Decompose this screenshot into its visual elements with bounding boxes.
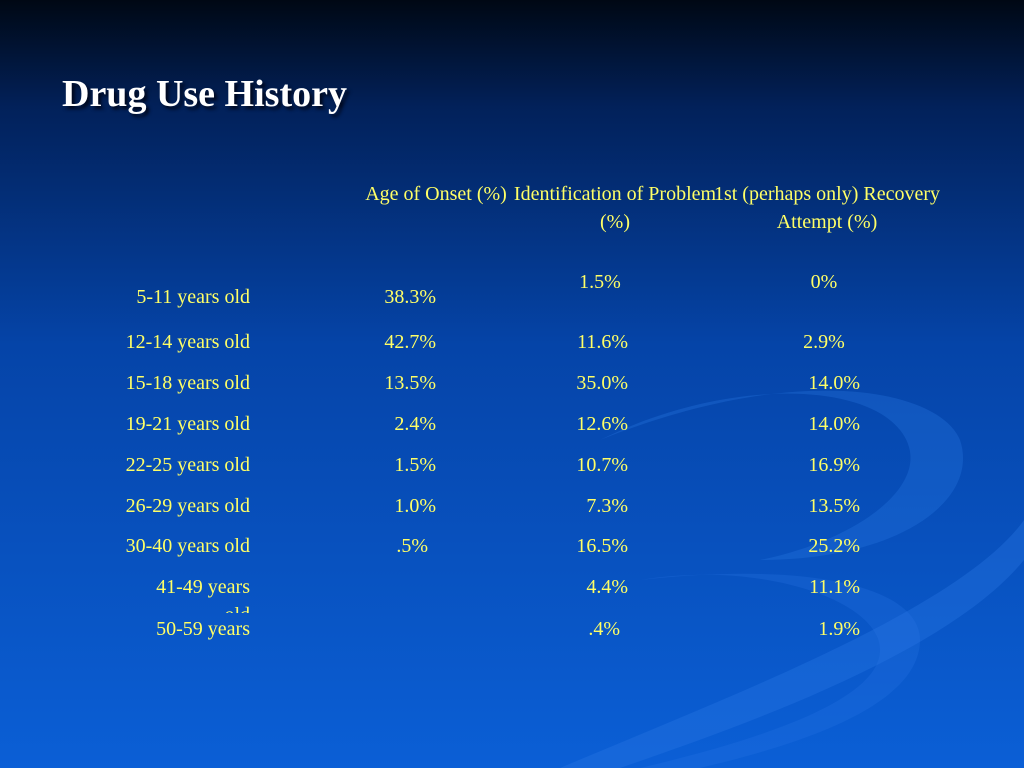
- identification-value: 10.7%: [576, 454, 628, 476]
- onset-value: 1.0%: [394, 495, 436, 517]
- recovery-value: 1.9%: [818, 618, 860, 640]
- identification-value: .4%: [588, 618, 620, 640]
- recovery-value: 14.0%: [808, 413, 860, 435]
- row-label: 19-21 years old: [125, 413, 250, 435]
- identification-value: 7.3%: [586, 495, 628, 517]
- identification-value: 4.4%: [586, 576, 628, 598]
- recovery-value: 14.0%: [808, 372, 860, 394]
- onset-value: 38.3%: [384, 286, 436, 308]
- row-label: 30-40 years old: [125, 535, 250, 557]
- recovery-value: 2.9%: [803, 331, 845, 353]
- row-label: 5-11 years old: [136, 286, 250, 308]
- slide-title: Drug Use History: [62, 73, 347, 115]
- recovery-value: 0%: [810, 271, 838, 293]
- row-label: 26-29 years old: [125, 495, 250, 517]
- onset-value: .5%: [396, 535, 428, 557]
- identification-value: 16.5%: [576, 535, 628, 557]
- identification-value: 35.0%: [576, 372, 628, 394]
- header-recovery-attempt: 1st (perhaps only) Recovery Attempt (%): [713, 183, 941, 233]
- row-label: 22-25 years old: [125, 454, 250, 476]
- row-label: 41-49 years old: [156, 576, 250, 613]
- onset-value: 1.5%: [394, 454, 436, 476]
- onset-value: 2.4%: [394, 413, 436, 435]
- identification-value: 1.5%: [579, 271, 621, 293]
- identification-value: 12.6%: [576, 413, 628, 435]
- recovery-value: 13.5%: [808, 495, 860, 517]
- onset-value: 42.7%: [384, 331, 436, 353]
- recovery-value: 16.9%: [808, 454, 860, 476]
- row-label: 12-14 years old: [125, 331, 250, 353]
- recovery-value: 11.1%: [809, 576, 860, 598]
- row-label: 50-59 years: [156, 618, 250, 640]
- header-identification-of-problem: Identification of Problem (%): [513, 183, 717, 233]
- row-label: 15-18 years old: [125, 372, 250, 394]
- recovery-value: 25.2%: [808, 535, 860, 557]
- onset-value: 13.5%: [384, 372, 436, 394]
- identification-value: 11.6%: [577, 331, 628, 353]
- header-age-of-onset: Age of Onset (%): [365, 183, 507, 205]
